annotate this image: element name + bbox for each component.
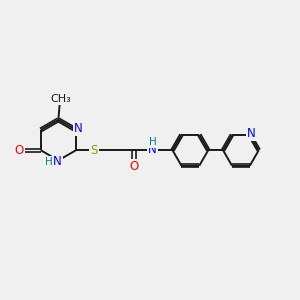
Text: N: N — [74, 122, 83, 135]
Text: N: N — [247, 127, 255, 140]
Text: S: S — [90, 144, 98, 157]
Text: N: N — [148, 143, 157, 156]
Text: N: N — [53, 155, 62, 168]
Text: H: H — [149, 137, 157, 147]
Text: O: O — [14, 144, 24, 157]
Text: H: H — [45, 157, 53, 166]
Text: CH₃: CH₃ — [50, 94, 71, 104]
Text: O: O — [130, 160, 139, 173]
